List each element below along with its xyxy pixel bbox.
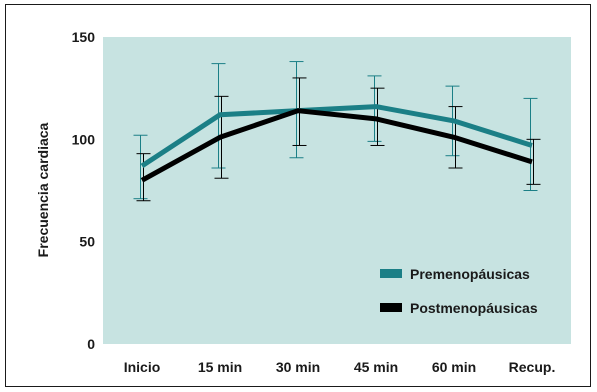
y-tick-label: 150 (72, 29, 96, 45)
x-tick-label: 60 min (432, 359, 476, 375)
x-ticks: Inicio 15 min 30 min 45 min 60 min Recup. (124, 359, 556, 375)
legend-label-premenopausicas: Premenopáusicas (410, 266, 530, 282)
y-tick-label: 50 (79, 234, 95, 250)
legend-swatch-postmenopausicas (380, 303, 402, 312)
y-axis-label: Frecuencia cardiaca (35, 122, 51, 257)
x-tick-label: Inicio (124, 359, 161, 375)
y-tick-label: 0 (87, 336, 95, 352)
x-tick-label: Recup. (509, 359, 556, 375)
x-tick-label: 30 min (276, 359, 320, 375)
legend-swatch-premenopausicas (380, 269, 402, 278)
x-tick-label: 15 min (198, 359, 242, 375)
y-ticks: 0 50 100 150 (72, 29, 96, 352)
plot-area (103, 37, 571, 344)
y-tick-label: 100 (72, 131, 96, 147)
x-tick-label: 45 min (354, 359, 398, 375)
legend-label-postmenopausicas: Postmenopáusicas (410, 300, 538, 316)
